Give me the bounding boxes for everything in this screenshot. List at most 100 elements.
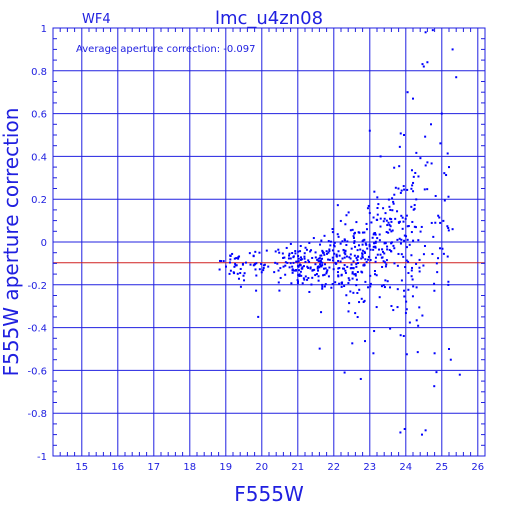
- data-point: [281, 252, 284, 255]
- data-point: [321, 264, 324, 267]
- data-point: [291, 271, 294, 274]
- data-point: [262, 267, 265, 270]
- data-point: [267, 265, 270, 268]
- data-point: [385, 219, 388, 222]
- data-point: [418, 270, 421, 273]
- data-point: [329, 244, 332, 247]
- data-point: [417, 324, 420, 327]
- data-point: [320, 261, 323, 264]
- data-point: [447, 195, 450, 198]
- y-tick-label: -0.8: [27, 409, 47, 420]
- data-point: [278, 289, 281, 292]
- data-point: [222, 260, 225, 263]
- data-point: [415, 286, 418, 289]
- data-point: [299, 270, 302, 273]
- data-point: [357, 255, 360, 258]
- data-point: [438, 216, 441, 219]
- data-point: [434, 221, 437, 224]
- y-axis-label: F555W aperture correction: [0, 108, 23, 377]
- data-point: [365, 243, 368, 246]
- data-point: [368, 243, 371, 246]
- chart-title: lmc_u4zn08: [215, 8, 323, 29]
- data-point: [300, 256, 303, 259]
- data-point: [400, 214, 403, 217]
- x-tick-label: 20: [255, 462, 268, 473]
- data-point: [381, 265, 384, 268]
- data-point: [323, 267, 326, 270]
- data-point: [349, 290, 352, 293]
- data-point: [369, 285, 372, 288]
- data-point: [448, 166, 450, 169]
- data-point: [306, 265, 309, 268]
- data-point: [297, 280, 300, 283]
- data-point: [301, 282, 304, 285]
- data-point: [255, 262, 258, 265]
- data-point: [328, 258, 331, 261]
- data-point: [320, 265, 323, 268]
- data-point: [311, 276, 314, 279]
- data-point: [378, 239, 381, 242]
- data-point: [301, 266, 304, 269]
- data-point: [352, 236, 355, 239]
- data-point: [288, 266, 291, 269]
- data-point: [295, 260, 298, 263]
- data-point: [451, 228, 454, 231]
- data-point: [375, 306, 378, 309]
- data-point: [346, 265, 349, 268]
- data-point: [348, 256, 351, 259]
- data-point: [327, 251, 330, 254]
- data-point: [382, 220, 385, 223]
- data-point: [412, 285, 415, 288]
- data-point: [347, 282, 350, 285]
- data-point: [323, 234, 326, 237]
- data-point: [386, 245, 389, 248]
- data-point: [407, 288, 410, 291]
- data-point: [357, 231, 360, 234]
- data-point: [373, 232, 376, 235]
- data-point: [383, 286, 386, 289]
- data-point: [297, 260, 300, 263]
- data-point: [317, 269, 320, 272]
- data-point: [337, 250, 340, 253]
- data-point: [265, 249, 268, 252]
- x-tick-label: 22: [327, 462, 340, 473]
- data-point: [406, 225, 409, 228]
- data-point: [363, 231, 366, 234]
- data-point: [438, 247, 441, 250]
- data-point: [407, 225, 410, 228]
- data-point: [258, 251, 261, 254]
- data-point: [379, 225, 382, 228]
- data-point: [304, 260, 307, 263]
- data-point: [410, 275, 413, 278]
- data-point: [325, 270, 328, 273]
- data-point: [291, 251, 294, 254]
- data-point: [413, 204, 416, 207]
- data-point: [361, 249, 364, 252]
- data-point: [299, 244, 302, 247]
- data-point: [353, 273, 356, 276]
- data-point: [277, 269, 280, 272]
- data-point: [399, 132, 402, 135]
- data-point: [360, 257, 363, 260]
- data-point: [330, 286, 333, 289]
- y-tick-label: 0.8: [31, 67, 47, 78]
- data-point: [424, 429, 427, 432]
- y-tick-label: 0.2: [31, 195, 47, 206]
- data-point: [408, 243, 411, 246]
- data-point: [323, 253, 326, 256]
- data-point: [400, 238, 403, 241]
- data-point: [228, 261, 231, 264]
- data-point: [420, 225, 423, 228]
- data-point: [392, 200, 395, 203]
- data-point: [339, 219, 342, 222]
- data-point: [372, 352, 375, 355]
- data-point: [307, 277, 310, 280]
- data-point: [361, 231, 364, 234]
- data-point: [391, 209, 394, 212]
- data-point: [376, 253, 379, 256]
- data-point: [339, 260, 342, 263]
- data-point: [323, 285, 326, 288]
- x-tick-label: 19: [219, 462, 232, 473]
- data-point: [284, 261, 287, 264]
- average-annotation: Average aperture correction: -0.097: [76, 44, 256, 55]
